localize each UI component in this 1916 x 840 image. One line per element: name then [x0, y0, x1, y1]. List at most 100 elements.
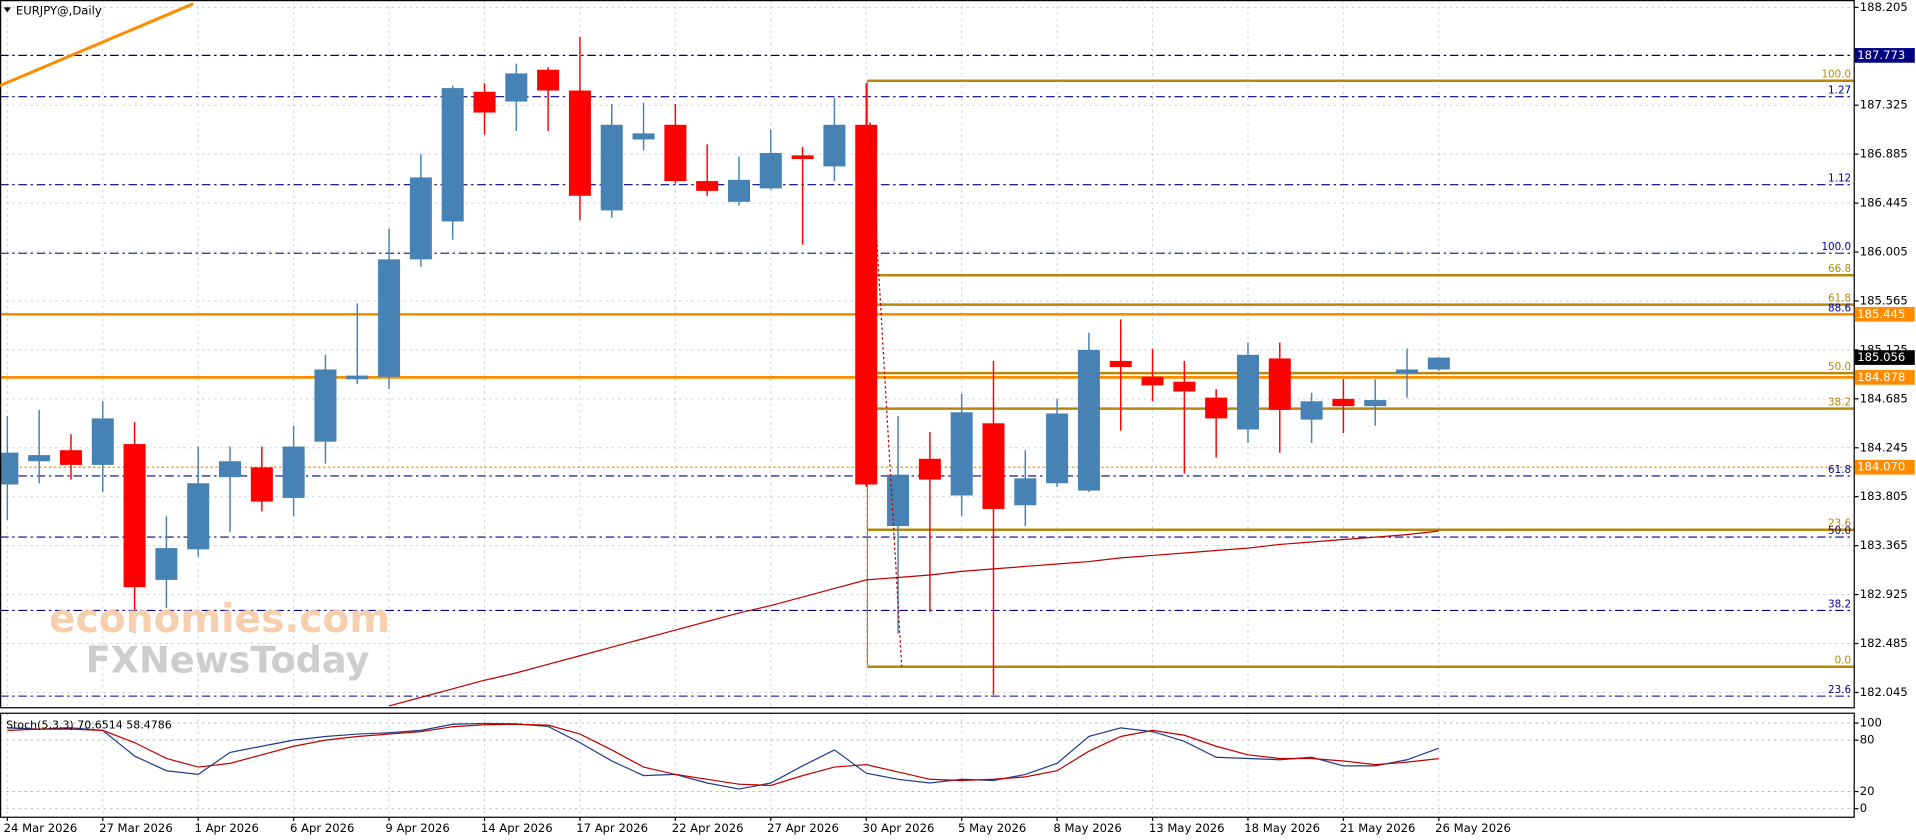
x-tick-label: 27 Mar 2026 [99, 821, 173, 835]
candle-body [1236, 354, 1259, 430]
menu-icon[interactable] [3, 7, 12, 13]
x-tick-label: 27 Apr 2026 [767, 821, 839, 835]
watermark: economies.com [49, 597, 390, 642]
candle-body [600, 124, 623, 211]
candle-body [568, 90, 591, 196]
candle-body [155, 548, 178, 580]
x-tick-label: 24 Mar 2026 [4, 821, 78, 835]
candle-body [982, 423, 1005, 509]
candle-body [1205, 397, 1228, 419]
x-tick-label: 26 May 2026 [1435, 821, 1511, 835]
stoch-line [7, 722, 1440, 790]
y-tick-label: 187.325 [1860, 98, 1908, 112]
candle-body [59, 450, 82, 465]
y-tick-label: 0 [1860, 801, 1867, 815]
stoch-frame [0, 712, 1855, 818]
price-tag-label: 184.070 [1857, 460, 1905, 474]
y-tick-label: 100 [1860, 716, 1882, 730]
last-price-tag [1854, 350, 1915, 365]
candle-body [282, 446, 305, 498]
candle-body [473, 91, 496, 113]
y-tick-label: 80 [1860, 733, 1875, 747]
main-frame [0, 0, 1855, 709]
x-tick-label: 9 Apr 2026 [385, 821, 449, 835]
candle-body [1332, 398, 1355, 407]
candle-body [727, 179, 751, 202]
candle-body [441, 88, 464, 222]
candle-body [950, 412, 973, 496]
candle-body [123, 444, 146, 588]
overlay-layer: 188.205 187.325 186.885 186.445 186.005 185.5… [4, 0, 1915, 835]
candle-body [378, 259, 401, 377]
fib-retracement-label: 23.6 [1828, 518, 1851, 530]
fib-retracement-label: 50.0 [1828, 361, 1851, 373]
fib-extension-label: 23.6 [1828, 684, 1851, 696]
candle-body [759, 152, 782, 189]
y-tick-label: 182.485 [1860, 636, 1908, 650]
x-tick-label: 1 Apr 2026 [195, 821, 259, 835]
price-tag [1854, 370, 1915, 385]
candle-body [250, 467, 273, 502]
y-tick-label: 186.005 [1860, 245, 1908, 259]
fib-extension-label: 1.27 [1828, 85, 1851, 97]
fib-extension-label: 88.6 [1828, 302, 1851, 314]
fib-retracement-label: 38.2 [1828, 397, 1851, 409]
price-tag [1854, 459, 1915, 475]
fib-retracement-label: 66.8 [1828, 263, 1851, 275]
x-tick-label: 13 May 2026 [1149, 821, 1225, 835]
candle-body [537, 69, 560, 91]
y-tick-label: 182.045 [1860, 685, 1908, 699]
candle-body [505, 73, 528, 102]
x-tick-label: 5 May 2026 [958, 821, 1026, 835]
candle-body [1046, 413, 1069, 484]
x-tick-label: 17 Apr 2026 [576, 821, 648, 835]
candle-body [1427, 357, 1450, 370]
x-tick-label: 14 Apr 2026 [481, 821, 553, 835]
candle-body [1268, 358, 1291, 410]
y-tick-label: 182.925 [1860, 587, 1908, 601]
candle-body [696, 181, 719, 191]
candle-body [1109, 360, 1132, 368]
candle-body [791, 155, 814, 160]
candle-body [1141, 376, 1164, 386]
x-tick-label: 18 May 2026 [1244, 821, 1320, 835]
fib-extension-label: 50.0 [1828, 525, 1851, 537]
candle-body [28, 455, 51, 462]
y-tick-label: 20 [1860, 784, 1875, 798]
candle-body [918, 458, 941, 480]
fib-retracement-label: 100.0 [1821, 69, 1851, 81]
last-price-label: 185.056 [1857, 350, 1905, 364]
price-tag [1854, 48, 1915, 63]
candle-body [1014, 478, 1037, 506]
x-tick-label: 30 Apr 2026 [863, 821, 935, 835]
trend-line [0, 2, 194, 88]
candle-body [855, 124, 878, 485]
candle-body [632, 133, 655, 140]
watermark: FXNewsToday [86, 638, 370, 681]
price-tag-label: 187.773 [1857, 48, 1905, 62]
x-tick-label: 6 Apr 2026 [290, 821, 354, 835]
y-tick-label: 186.885 [1860, 147, 1908, 161]
fib-retracement-label: 0.0 [1835, 655, 1852, 667]
y-tick-label: 185.565 [1860, 293, 1908, 307]
stoch-title: Stoch(5,3,3) 70.6514 58.4786 [6, 718, 172, 731]
y-tick-label: 183.365 [1860, 538, 1908, 552]
candle-body [314, 369, 337, 442]
candle-body [1364, 400, 1387, 407]
candle-body [219, 461, 242, 478]
stoch-line [7, 723, 1439, 787]
x-tick-label: 22 Apr 2026 [672, 821, 744, 835]
plot-layer [0, 0, 1859, 821]
fib-extension-label: 1.12 [1828, 173, 1851, 185]
y-tick-label: 183.805 [1860, 489, 1908, 503]
fib-extension-label: 61.8 [1828, 464, 1851, 476]
candle-body [346, 375, 369, 380]
fib-extension-label: 100.0 [1821, 241, 1851, 253]
chart-title: EURJPY@,Daily [16, 4, 102, 18]
y-tick-label: 186.445 [1860, 196, 1908, 210]
x-tick-label: 21 May 2026 [1340, 821, 1416, 835]
candle-body [823, 124, 846, 167]
candle-body [409, 177, 432, 260]
